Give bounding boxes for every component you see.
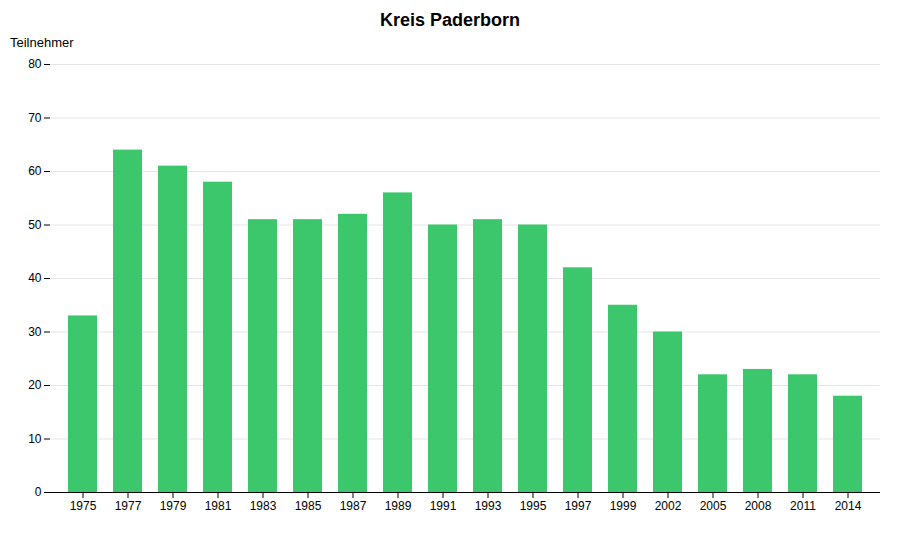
svg-text:1981: 1981 xyxy=(205,499,232,513)
html-text:Kreis Paderborn: Kreis Paderborn xyxy=(380,10,520,30)
html-text:Teilnehmer: Teilnehmer xyxy=(10,35,74,50)
svg-text:40: 40 xyxy=(28,271,42,285)
svg-text:60: 60 xyxy=(28,164,42,178)
svg-text:10: 10 xyxy=(28,432,42,446)
svg-text:20: 20 xyxy=(28,378,42,392)
svg-text:70: 70 xyxy=(28,111,42,125)
svg-text:1987: 1987 xyxy=(340,499,367,513)
svg-text:1983: 1983 xyxy=(250,499,277,513)
svg-text:2005: 2005 xyxy=(700,499,727,513)
svg-text:1989: 1989 xyxy=(385,499,412,513)
svg-text:1975: 1975 xyxy=(70,499,97,513)
svg-text:1997: 1997 xyxy=(565,499,592,513)
svg-text:30: 30 xyxy=(28,325,42,339)
svg-text:2002: 2002 xyxy=(655,499,682,513)
svg-text:2008: 2008 xyxy=(745,499,772,513)
svg-text:1993: 1993 xyxy=(475,499,502,513)
svg-text:2011: 2011 xyxy=(790,499,816,513)
svg-text:1995: 1995 xyxy=(520,499,547,513)
svg-text:0: 0 xyxy=(35,485,42,499)
svg-text:2014: 2014 xyxy=(835,499,862,513)
svg-text:1999: 1999 xyxy=(610,499,637,513)
svg-text:1985: 1985 xyxy=(295,499,322,513)
svg-text:80: 80 xyxy=(28,57,42,71)
svg-text:1991: 1991 xyxy=(430,499,457,513)
svg-text:1979: 1979 xyxy=(160,499,187,513)
svg-text:50: 50 xyxy=(28,218,42,232)
svg-text:1977: 1977 xyxy=(115,499,142,513)
